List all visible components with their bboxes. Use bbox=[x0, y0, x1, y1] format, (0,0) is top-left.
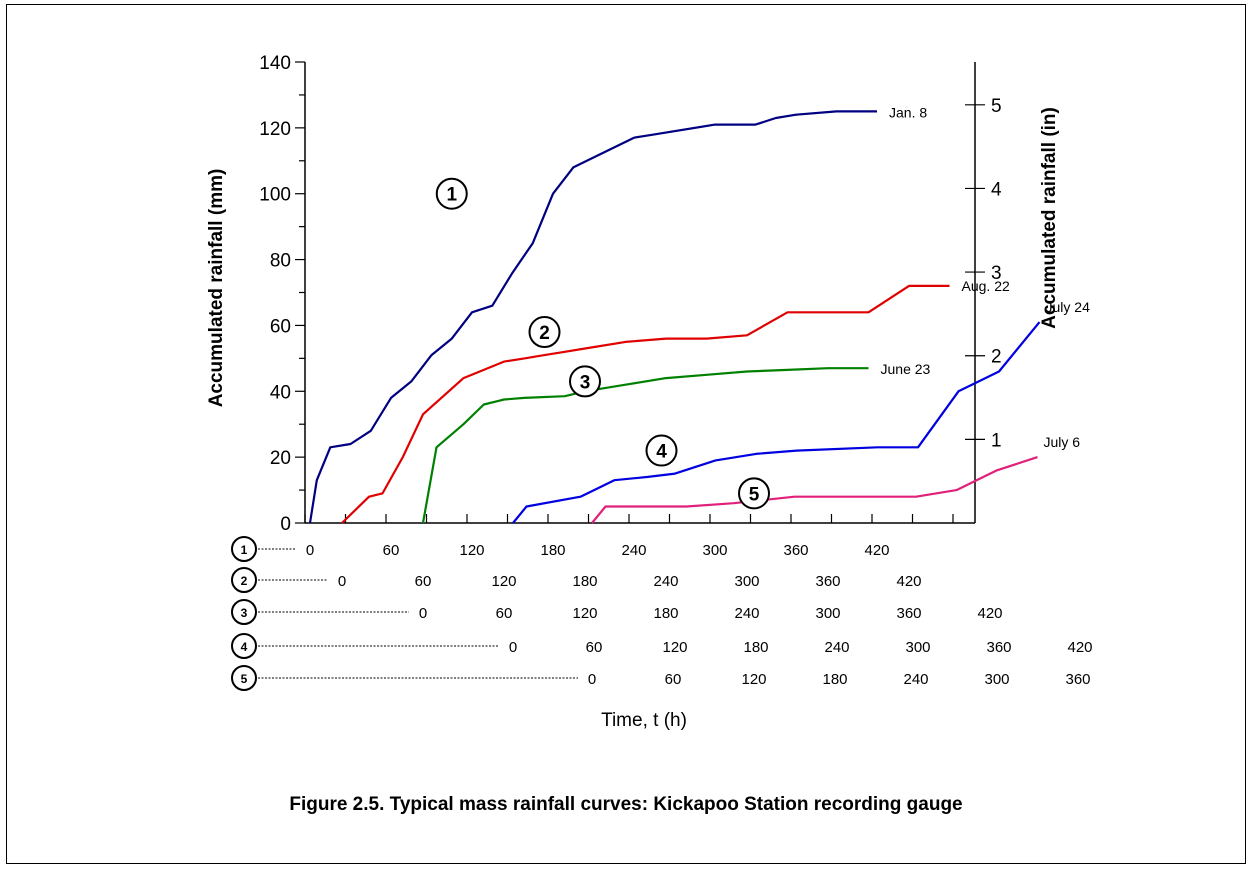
series-line-2 bbox=[341, 284, 950, 524]
y-tick-label: 60 bbox=[270, 316, 291, 337]
row-tick-label: 0 bbox=[509, 639, 517, 656]
row-tick-label: 300 bbox=[815, 605, 840, 622]
row-tick-label: 120 bbox=[662, 639, 687, 656]
row-tick-label: 120 bbox=[572, 605, 597, 622]
row-tick-label: 180 bbox=[540, 542, 565, 559]
series-label-5: July 6 bbox=[1044, 434, 1081, 450]
row-tick-label: 0 bbox=[588, 671, 596, 688]
row-tick-label: 420 bbox=[1067, 639, 1092, 656]
series-line-1 bbox=[308, 110, 877, 524]
row-marker-circle-4 bbox=[231, 633, 257, 659]
y-tick-label: 120 bbox=[259, 119, 291, 140]
row-tick-label: 360 bbox=[815, 573, 840, 590]
row-tick-label: 360 bbox=[896, 605, 921, 622]
row-tick-label: 120 bbox=[741, 671, 766, 688]
row-marker-5: 5 bbox=[241, 672, 248, 686]
row-tick-label: 60 bbox=[665, 671, 682, 688]
row-tick-label: 420 bbox=[977, 605, 1002, 622]
x-axis-title: Time, t (h) bbox=[601, 710, 687, 731]
y2-tick-label: 1 bbox=[991, 430, 1002, 451]
series-marker-circle-1 bbox=[435, 177, 468, 210]
row-tick-label: 300 bbox=[702, 542, 727, 559]
series-label-1: Jan. 8 bbox=[889, 104, 927, 120]
series-label-3: June 23 bbox=[881, 361, 931, 377]
row-tick-label: 180 bbox=[572, 573, 597, 590]
row-tick-label: 0 bbox=[306, 542, 314, 559]
row-tick-label: 300 bbox=[905, 639, 930, 656]
row-tick-label: 0 bbox=[338, 573, 346, 590]
row-marker-circle-5 bbox=[231, 665, 257, 691]
series-marker-2: 2 bbox=[539, 323, 550, 344]
series-marker-4: 4 bbox=[656, 442, 667, 463]
row-tick-label: 360 bbox=[986, 639, 1011, 656]
row-tick-label: 240 bbox=[824, 639, 849, 656]
series-marker-circle-2 bbox=[528, 316, 561, 349]
y2-tick-label: 3 bbox=[991, 263, 1002, 284]
row-tick-label: 180 bbox=[822, 671, 847, 688]
row-tick-label: 300 bbox=[734, 573, 759, 590]
y2-tick-label: 5 bbox=[991, 96, 1002, 117]
row-marker-3: 3 bbox=[241, 606, 248, 620]
y2-tick-label: 4 bbox=[991, 179, 1002, 200]
y-tick-label: 40 bbox=[270, 382, 291, 403]
chart-axes: 0 20 40 60 80 100 120 140 1 2 3 4 5 bbox=[259, 53, 1002, 535]
row-tick-label: 60 bbox=[586, 639, 603, 656]
row-tick-label: 120 bbox=[459, 542, 484, 559]
series-marker-5: 5 bbox=[749, 484, 760, 505]
row-marker-circle-3 bbox=[231, 599, 257, 625]
row-tick-label: 420 bbox=[896, 573, 921, 590]
series-marker-circle-5 bbox=[738, 477, 770, 510]
row-tick-label: 300 bbox=[984, 671, 1009, 688]
y-tick-label: 20 bbox=[270, 448, 291, 469]
row-marker-2: 2 bbox=[241, 574, 248, 588]
series-layer: Jan. 8 1 Aug. 22 2 June 23 3 July 24 4 July 6 5 bbox=[308, 104, 1091, 524]
row-tick-label: 240 bbox=[621, 542, 646, 559]
row-marker-circle-2 bbox=[231, 567, 257, 593]
y-tick-label: 0 bbox=[280, 514, 291, 535]
row-marker-circle-1 bbox=[231, 536, 257, 562]
row-marker-1: 1 bbox=[241, 543, 248, 557]
row-tick-label: 240 bbox=[734, 605, 759, 622]
figure-frame bbox=[6, 4, 1246, 864]
y2-axis-title: Accumulated rainfall (in) bbox=[1039, 107, 1060, 329]
row-marker-4: 4 bbox=[241, 640, 248, 654]
figure-caption: Figure 2.5. Typical mass rainfall curves… bbox=[289, 794, 962, 815]
y-tick-label: 100 bbox=[259, 185, 291, 206]
series-line-4 bbox=[512, 321, 1041, 524]
y-tick-label: 80 bbox=[270, 251, 291, 272]
y-axis-title: Accumulated rainfall (mm) bbox=[206, 169, 227, 408]
row-tick-label: 60 bbox=[383, 542, 400, 559]
row-tick-label: 180 bbox=[653, 605, 678, 622]
series-line-5 bbox=[591, 456, 1038, 524]
row-tick-label: 180 bbox=[743, 639, 768, 656]
row-tick-label: 0 bbox=[419, 605, 427, 622]
y2-tick-label: 2 bbox=[991, 347, 1002, 368]
series-marker-1: 1 bbox=[446, 185, 457, 206]
row-tick-label: 60 bbox=[415, 573, 432, 590]
series-marker-circle-3 bbox=[569, 365, 601, 398]
series-marker-3: 3 bbox=[580, 372, 591, 393]
row-tick-label: 240 bbox=[653, 573, 678, 590]
row-tick-label: 360 bbox=[783, 542, 808, 559]
row-tick-label: 240 bbox=[903, 671, 928, 688]
row-tick-label: 360 bbox=[1065, 671, 1090, 688]
row-tick-label: 60 bbox=[496, 605, 513, 622]
series-label-4: July 24 bbox=[1046, 299, 1091, 315]
y-tick-label: 140 bbox=[259, 53, 291, 74]
row-tick-label: 420 bbox=[864, 542, 889, 559]
series-label-2: Aug. 22 bbox=[962, 278, 1010, 294]
row-tick-label: 120 bbox=[491, 573, 516, 590]
series-line-3 bbox=[421, 367, 869, 524]
series-marker-circle-4 bbox=[645, 434, 678, 467]
